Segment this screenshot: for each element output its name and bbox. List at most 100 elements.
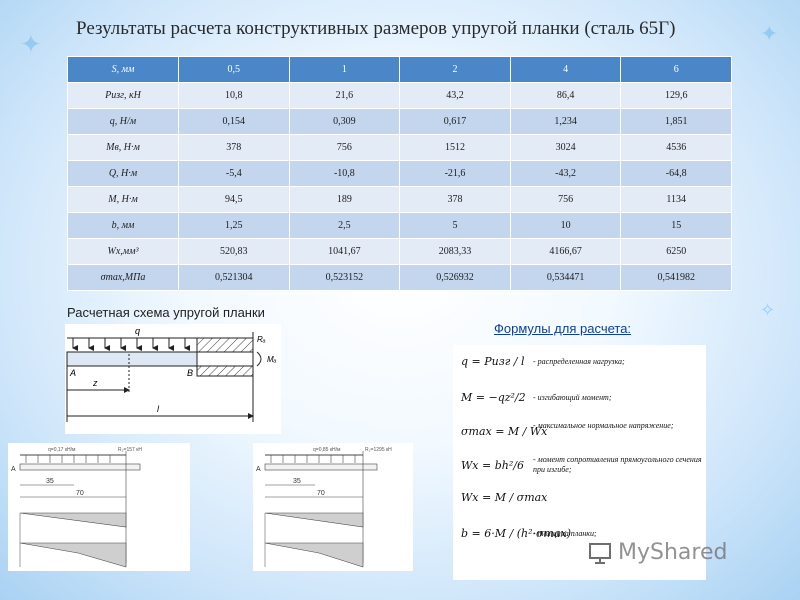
sparkle-icon: ✦ <box>760 22 779 47</box>
row-label: Pизг, кН <box>67 82 179 109</box>
table-row: Wx,мм³ 520,83 1041,67 2083,33 4166,67 6250 <box>67 238 732 265</box>
row-label: Мв, Н·м <box>67 134 179 161</box>
length-l-label: l <box>157 404 160 414</box>
formula-sigma-desc: - максимальное нормальное напряжение; <box>533 421 674 430</box>
row-label: М, Н·м <box>67 186 179 213</box>
table-cell: 0,5 <box>178 56 290 83</box>
formula-wx-alt: Wx = M / σmax <box>461 491 548 504</box>
scheme-label: Расчетная схема упругой планки <box>67 305 265 320</box>
coordinate-z-label: z <box>92 378 98 388</box>
table-cell: 378 <box>399 186 511 213</box>
table-cell: 520,83 <box>178 238 290 265</box>
page-title: Результаты расчета конструктивных размер… <box>76 18 676 39</box>
formula-wx: Wx = bh²/6 <box>461 459 524 472</box>
diagram-right-dim-35: 35 <box>293 478 301 485</box>
table-row: Мв, Н·м 378 756 1512 3024 4536 <box>67 134 732 161</box>
table-cell: 4 <box>509 56 622 83</box>
table-cell: 1 <box>288 56 401 83</box>
table-row: b, мм 1,25 2,5 5 10 15 <box>67 212 732 239</box>
table-cell: 43,2 <box>399 82 511 109</box>
table-cell: 1,851 <box>620 108 732 135</box>
table-cell: 1,25 <box>178 212 290 239</box>
diagram-right-reaction-label: R₂=1295 кН <box>365 447 392 453</box>
row-label: b, мм <box>67 212 179 239</box>
results-table: S, мм 0,5 1 2 4 6 Pизг, кН 10,8 21,6 43,2 86,4 129,… <box>67 56 732 291</box>
design-scheme-drawing: q Rₐ Mₐ A B z l <box>66 326 277 422</box>
formula-b: b = 6·M / (h²·σmax) <box>461 527 571 540</box>
table-cell: -43,2 <box>509 160 622 187</box>
row-label: Wx,мм³ <box>67 238 179 265</box>
table-cell: 129,6 <box>620 82 732 109</box>
diagram-right-drawing: q=0,85 кН/м R₂=1295 кН A 35 70 <box>256 447 392 568</box>
table-cell: 0,309 <box>288 108 401 135</box>
presentation-logo-icon <box>589 543 611 564</box>
formula-sigma: σmax = M / Wx <box>461 425 548 438</box>
diagram-right-load-label: q=0,85 кН/м <box>313 447 341 453</box>
table-cell: 1041,67 <box>288 238 401 265</box>
table-cell: 1,234 <box>509 108 622 135</box>
table-cell: 2,5 <box>288 212 401 239</box>
table-cell: 2083,33 <box>399 238 511 265</box>
table-cell: 0,534471 <box>509 264 622 291</box>
diagram-left-load-label: q=0,17 кН/м <box>48 447 76 453</box>
table-row: σmax,МПа 0,521304 0,523152 0,526932 0,534471… <box>67 264 732 291</box>
table-row: S, мм 0,5 1 2 4 6 <box>67 56 732 83</box>
point-a-label: A <box>69 368 76 378</box>
table-cell: 4536 <box>620 134 732 161</box>
table-cell: 15 <box>620 212 732 239</box>
formula-wx-desc: - момент сопротивления прямоугольного се… <box>533 455 702 474</box>
table-row: q, Н/м 0,154 0,309 0,617 1,234 1,851 <box>67 108 732 135</box>
moment-ma-label: Mₐ <box>267 355 277 364</box>
table-cell: 0,521304 <box>178 264 290 291</box>
formulas-panel: q = Pизг / l - распределенная нагрузка; … <box>453 345 706 580</box>
table-cell: 94,5 <box>178 186 290 213</box>
table-cell: 1512 <box>399 134 511 161</box>
formula-m-desc: - изгибающий момент; <box>533 393 612 402</box>
watermark: MyShared <box>618 540 728 565</box>
table-cell: 21,6 <box>288 82 401 109</box>
table-cell: -64,8 <box>620 160 732 187</box>
formula-b-desc: - толщина планки; <box>533 529 597 538</box>
row-label: S, мм <box>67 56 179 83</box>
table-cell: 756 <box>288 134 401 161</box>
diagram-left-point-a: A <box>11 466 16 473</box>
table-cell: 6250 <box>620 238 732 265</box>
table-cell: 5 <box>399 212 511 239</box>
table-cell: 3024 <box>509 134 622 161</box>
table-cell: 1134 <box>620 186 732 213</box>
table-cell: 189 <box>288 186 401 213</box>
row-label: q, Н/м <box>67 108 179 135</box>
table-cell: 2 <box>399 56 511 83</box>
row-label: σmax,МПа <box>67 264 179 291</box>
formulas-label: Формулы для расчета: <box>494 321 632 336</box>
diagram-left: q=0,17 кН/м R₂=157 кН A 35 70 <box>8 443 190 571</box>
table-cell: -21,6 <box>399 160 511 187</box>
load-q-label: q <box>135 326 140 336</box>
table-cell: 6 <box>620 56 732 83</box>
table-cell: 0,617 <box>399 108 511 135</box>
table-cell: -5,4 <box>178 160 290 187</box>
table-cell: 0,541982 <box>620 264 732 291</box>
design-scheme: q Rₐ Mₐ A B z l <box>65 324 281 434</box>
table-cell: 378 <box>178 134 290 161</box>
sparkle-icon: ✧ <box>760 300 776 321</box>
table-cell: 0,154 <box>178 108 290 135</box>
sparkle-icon: ✦ <box>20 30 42 60</box>
table-row: М, Н·м 94,5 189 378 756 1134 <box>67 186 732 213</box>
diagram-right-point-a: A <box>256 466 261 473</box>
formula-q: q = Pизг / l <box>461 355 525 368</box>
point-b-label: B <box>187 368 193 378</box>
formula-m: M = −qz²/2 <box>461 391 526 404</box>
reaction-ra-label: Rₐ <box>257 335 266 344</box>
table-cell: 4166,67 <box>509 238 622 265</box>
table-row: Q, Н·м -5,4 -10,8 -21,6 -43,2 -64,8 <box>67 160 732 187</box>
table-cell: 10 <box>509 212 622 239</box>
diagram-right: q=0,85 кН/м R₂=1295 кН A 35 70 <box>253 443 413 571</box>
diagram-left-reaction-label: R₂=157 кН <box>118 447 142 453</box>
table-cell: 0,526932 <box>399 264 511 291</box>
table-cell: 86,4 <box>509 82 622 109</box>
table-cell: -10,8 <box>288 160 401 187</box>
table-cell: 0,523152 <box>288 264 401 291</box>
table-row: Pизг, кН 10,8 21,6 43,2 86,4 129,6 <box>67 82 732 109</box>
formula-q-desc: - распределенная нагрузка; <box>533 357 625 366</box>
